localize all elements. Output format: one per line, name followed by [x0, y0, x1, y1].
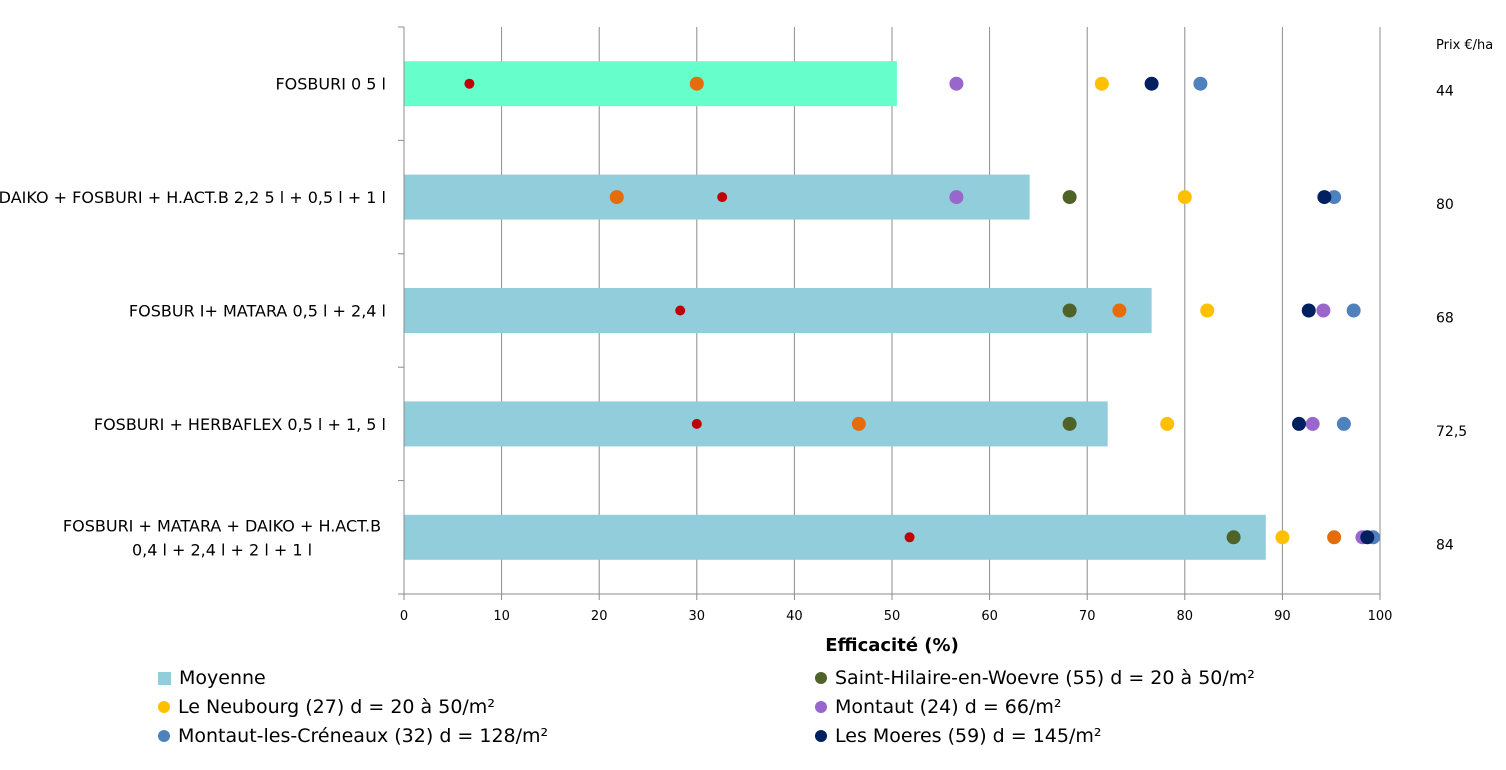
data-point — [1301, 303, 1316, 318]
x-tick-label: 0 — [400, 609, 408, 624]
x-tick-label: 100 — [1368, 609, 1393, 624]
data-point — [1316, 303, 1331, 318]
x-tick-label: 10 — [493, 609, 510, 624]
data-point — [609, 190, 624, 205]
data-point — [1094, 76, 1109, 91]
legend-label: Moyenne — [179, 667, 266, 689]
data-point — [1193, 76, 1208, 91]
data-point — [1226, 530, 1241, 545]
data-point — [1360, 530, 1375, 545]
data-point — [949, 76, 964, 91]
x-tick-label: 20 — [591, 609, 608, 624]
price-value: 84 — [1436, 537, 1454, 553]
data-point — [1327, 190, 1342, 205]
legend-item: Les Moeres (59) d = 145/m² — [815, 725, 1102, 747]
mean-bar — [404, 61, 897, 107]
legend-swatch — [815, 672, 827, 684]
data-point — [1062, 416, 1077, 431]
data-point — [1112, 303, 1127, 318]
category-label: DAIKO + FOSBURI + H.ACT.B 2,2 5 l + 0,5 … — [0, 188, 386, 207]
data-point — [1275, 530, 1290, 545]
x-axis-title: Efficacité (%) — [825, 635, 959, 656]
mean-bar — [404, 174, 1030, 220]
category-label: FOSBURI + HERBAFLEX 0,5 l + 1, 5 l — [94, 415, 386, 434]
price-value: 72,5 — [1436, 424, 1467, 440]
legend-label: Saint-Hilaire-en-Woevre (55) d = 20 à 50… — [835, 667, 1255, 689]
price-value: 68 — [1436, 311, 1454, 327]
x-tick-label: 80 — [1177, 609, 1194, 624]
category-label: 0,4 l + 2,4 l + 2 l + 1 l — [132, 540, 312, 559]
data-point — [1144, 76, 1159, 91]
x-tick-label: 70 — [1079, 609, 1096, 624]
x-tick-label: 40 — [786, 609, 803, 624]
data-point — [675, 305, 686, 316]
legend-label: Le Neubourg (27) d = 20 à 50/m² — [178, 696, 495, 718]
data-point — [1200, 303, 1215, 318]
legend-item: Montaut-les-Créneaux (32) d = 128/m² — [158, 725, 548, 747]
mean-bar — [404, 401, 1108, 447]
data-point — [1177, 190, 1192, 205]
legend-swatch — [815, 701, 827, 713]
data-point — [464, 78, 475, 89]
data-point — [691, 418, 702, 429]
data-point — [1317, 190, 1332, 205]
legend-item: Le Neubourg (27) d = 20 à 50/m² — [158, 696, 495, 718]
legend-swatch — [158, 701, 170, 713]
x-tick-label: 90 — [1274, 609, 1291, 624]
legend-label: Montaut (24) d = 66/m² — [835, 696, 1062, 718]
data-point — [851, 416, 866, 431]
x-tick-label: 30 — [689, 609, 706, 624]
data-point — [904, 532, 915, 543]
category-label: FOSBUR I+ MATARA 0,5 l + 2,4 l — [129, 302, 386, 321]
category-label: FOSBURI + MATARA + DAIKO + H.ACT.B — [63, 516, 381, 535]
data-point — [1305, 416, 1320, 431]
legend-swatch — [158, 730, 170, 742]
legend-item: Saint-Hilaire-en-Woevre (55) d = 20 à 50… — [815, 667, 1255, 689]
category-label: FOSBURI 0 5 l — [275, 75, 386, 94]
legend-item: Moyenne — [158, 667, 266, 689]
price-header: Prix €/ha — [1436, 38, 1493, 53]
data-point — [1336, 416, 1351, 431]
data-point — [1160, 416, 1175, 431]
data-point — [717, 192, 728, 203]
mean-bar — [404, 288, 1152, 333]
legend-swatch — [815, 730, 827, 742]
legend-label: Les Moeres (59) d = 145/m² — [835, 725, 1102, 747]
data-point — [1346, 303, 1361, 318]
data-point — [1062, 303, 1077, 318]
price-value: 44 — [1436, 84, 1454, 100]
price-value: 80 — [1436, 197, 1454, 213]
data-point — [1291, 416, 1306, 431]
legend-swatch — [158, 671, 171, 685]
legend-item: Montaut (24) d = 66/m² — [815, 696, 1062, 718]
data-point — [1062, 190, 1077, 205]
mean-bar — [404, 514, 1266, 560]
data-point — [1327, 530, 1342, 545]
data-point — [949, 190, 964, 205]
x-tick-label: 60 — [981, 609, 998, 624]
legend-label: Montaut-les-Créneaux (32) d = 128/m² — [178, 725, 549, 747]
x-tick-label: 50 — [884, 609, 901, 624]
data-point — [689, 76, 704, 91]
